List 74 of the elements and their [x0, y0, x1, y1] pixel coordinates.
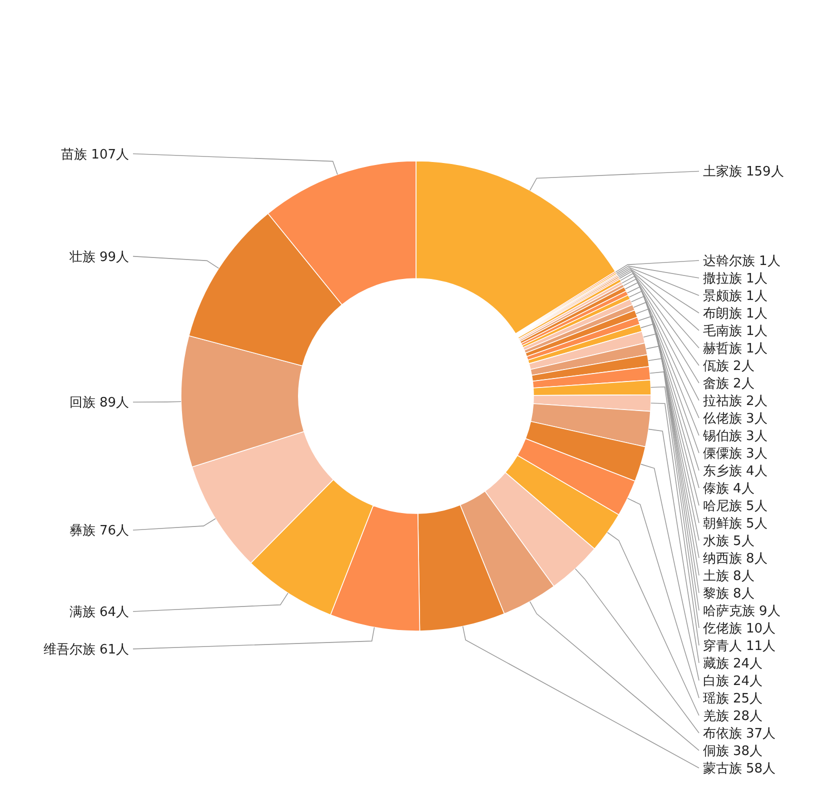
data-label: 61人 — [99, 642, 129, 658]
data-label: 10人 — [746, 621, 776, 636]
slice-label: 羌族 — [703, 708, 729, 724]
data-label: 28人 — [733, 708, 763, 724]
slice-label: 哈尼族 — [703, 498, 742, 514]
data-label: 5人 — [733, 534, 754, 549]
data-label: 1人 — [746, 288, 768, 304]
data-label: 2人 — [733, 376, 754, 392]
slice-label: 仡佬族 — [702, 621, 742, 636]
data-label: 3人 — [746, 446, 768, 462]
data-label: 24人 — [733, 674, 763, 689]
data-label: 64人 — [99, 605, 129, 620]
data-label: 1人 — [746, 324, 768, 339]
slice-label: 蒙古族 — [703, 761, 742, 776]
slice-label: 傣族 — [703, 481, 729, 496]
data-label: 24人 — [733, 656, 763, 672]
slice-label: 黎族 — [703, 586, 729, 602]
slice-label: 满族 — [69, 605, 96, 620]
data-label: 1人 — [746, 271, 768, 286]
slice-label: 纳西族 — [703, 551, 742, 566]
slice-label: 畲族 — [703, 376, 729, 392]
data-label: 37人 — [746, 726, 776, 742]
slice-label: 苗族 — [61, 147, 88, 162]
data-label: 159人 — [746, 164, 784, 180]
slice-label: 东乡族 — [703, 464, 742, 479]
slice-label: 哈萨克族 — [703, 604, 755, 619]
data-label: 5人 — [746, 498, 768, 514]
data-label: 3人 — [746, 428, 768, 444]
slice-label: 白族 — [703, 674, 729, 689]
slice-label: 水族 — [703, 534, 729, 549]
data-label: 38人 — [733, 744, 763, 759]
data-label: 11人 — [746, 638, 776, 654]
slice-label: 回族 — [69, 396, 96, 411]
data-label: 4人 — [733, 481, 754, 496]
data-label: 58人 — [746, 761, 776, 776]
slice-label: 布朗族 — [703, 305, 742, 322]
slice-label: 佤族 — [703, 358, 729, 374]
data-label: 2人 — [746, 394, 768, 409]
data-label: 99人 — [99, 250, 129, 265]
slice-label: 瑶族 — [703, 691, 729, 706]
slice-label: 布依族 — [703, 726, 742, 742]
slice-label: 维吾尔族 — [43, 642, 96, 658]
slice-label: 达斡尔族 — [703, 254, 755, 269]
slice-label: 锡伯族 — [702, 428, 742, 444]
slice-label: 彝族 — [69, 524, 96, 539]
data-label: 3人 — [746, 411, 768, 426]
slice-label: 拉祜族 — [703, 394, 742, 409]
slice-label: 景颇族 — [703, 288, 742, 304]
slice-label: 侗族 — [703, 744, 729, 759]
slice-label: 赫哲族 — [703, 341, 742, 356]
slice-label: 藏族 — [703, 656, 729, 672]
slice-label: 壮族 — [68, 250, 96, 265]
data-label: 8人 — [733, 586, 754, 602]
data-label: 8人 — [733, 568, 754, 584]
data-label: 89人 — [99, 396, 129, 411]
data-label: 9人 — [759, 604, 780, 619]
slice-label: 撒拉族 — [703, 271, 742, 286]
data-label: 76人 — [99, 524, 129, 539]
slice-label: 土族 — [703, 568, 729, 584]
data-label: 25人 — [733, 691, 763, 706]
data-label: 4人 — [746, 464, 768, 479]
data-label: 8人 — [746, 551, 768, 566]
slice-label: 土家族 — [703, 164, 742, 180]
data-label: 1人 — [746, 341, 768, 356]
slice-label: 穿青人 — [703, 638, 742, 654]
data-label: 1人 — [759, 254, 780, 269]
slice-label: 毛南族 — [703, 324, 742, 339]
slice-label: 朝鲜族 — [703, 516, 742, 532]
slice-label: 傈僳族 — [703, 446, 742, 462]
data-label: 107人 — [91, 147, 129, 162]
data-label: 2人 — [733, 358, 754, 374]
slice-label: 仫佬族 — [702, 411, 742, 426]
data-label: 5人 — [746, 516, 768, 532]
data-label: 1人 — [746, 306, 768, 322]
